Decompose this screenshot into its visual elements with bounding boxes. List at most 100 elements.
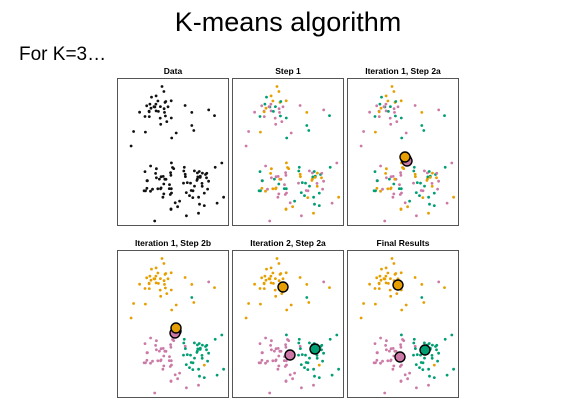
- scatter-iter2-step2a: [244, 257, 340, 395]
- data-point: [420, 111, 424, 114]
- data-point: [297, 165, 301, 169]
- data-point: [262, 115, 266, 118]
- data-point: [202, 204, 206, 207]
- data-point: [399, 187, 403, 191]
- slide-subtitle: For K=3…: [19, 44, 107, 65]
- data-point: [389, 186, 393, 190]
- data-point: [293, 371, 296, 375]
- data-point: [303, 366, 306, 369]
- data-point: [173, 373, 177, 377]
- data-point: [289, 131, 293, 135]
- panel-title-iter2-step2a: Iteration 2, Step 2a: [250, 238, 326, 248]
- data-point: [189, 353, 192, 357]
- data-point: [145, 104, 149, 108]
- data-point: [197, 170, 201, 173]
- data-point: [307, 129, 311, 132]
- data-point: [198, 202, 201, 206]
- data-point: [384, 172, 387, 175]
- data-point: [384, 281, 388, 285]
- data-point: [220, 161, 224, 165]
- data-point: [195, 351, 199, 354]
- data-point: [157, 110, 160, 113]
- data-point: [385, 176, 388, 180]
- data-point: [276, 175, 280, 178]
- data-point: [258, 287, 262, 290]
- data-point: [270, 167, 273, 171]
- data-point: [415, 386, 418, 390]
- data-point: [200, 356, 204, 360]
- data-point: [317, 204, 321, 207]
- data-point: [320, 176, 323, 180]
- data-point: [384, 274, 388, 278]
- data-point: [277, 182, 281, 186]
- data-point: [315, 354, 319, 357]
- data-point: [267, 105, 271, 109]
- data-point: [383, 391, 387, 395]
- data-point: [162, 182, 166, 186]
- data-point: [215, 201, 219, 205]
- data-point: [382, 105, 386, 109]
- data-point: [299, 347, 302, 350]
- panel-iter1-step2a: [347, 78, 459, 226]
- data-point: [159, 175, 163, 179]
- data-point: [264, 189, 267, 193]
- data-point: [166, 105, 170, 109]
- data-point: [257, 361, 261, 365]
- data-point: [285, 136, 289, 140]
- data-point: [150, 267, 153, 271]
- data-point: [412, 181, 415, 185]
- data-point: [303, 194, 306, 197]
- data-point: [276, 347, 280, 350]
- data-point: [308, 184, 311, 188]
- data-point: [300, 353, 304, 356]
- data-point: [393, 111, 396, 114]
- data-point: [258, 342, 262, 345]
- data-point: [412, 169, 416, 173]
- centroid-marker: [394, 351, 406, 363]
- data-point: [285, 161, 288, 165]
- data-point: [413, 104, 417, 107]
- data-point: [445, 201, 449, 205]
- data-point: [284, 380, 288, 383]
- data-point: [158, 288, 162, 292]
- data-point: [379, 361, 382, 365]
- data-point: [168, 183, 171, 186]
- data-point: [398, 365, 402, 368]
- data-point: [145, 358, 149, 362]
- data-point: [310, 179, 314, 182]
- data-point: [169, 208, 173, 211]
- data-point: [445, 373, 449, 377]
- data-point: [222, 195, 225, 199]
- data-point: [368, 110, 371, 114]
- data-point: [190, 283, 194, 286]
- data-point: [274, 186, 278, 190]
- data-point: [278, 349, 282, 353]
- data-point: [277, 107, 281, 111]
- data-point: [165, 120, 169, 123]
- data-point: [362, 130, 365, 133]
- data-point: [271, 187, 275, 191]
- data-point: [169, 99, 173, 103]
- data-point: [159, 294, 163, 298]
- data-point: [280, 120, 284, 123]
- data-point: [150, 95, 153, 99]
- data-point: [300, 386, 303, 390]
- data-point: [283, 193, 287, 196]
- data-point: [359, 316, 363, 320]
- data-point: [152, 105, 156, 109]
- data-point: [414, 191, 418, 194]
- data-point: [132, 130, 135, 133]
- data-point: [264, 164, 267, 168]
- data-point: [299, 175, 302, 178]
- data-point: [279, 272, 283, 275]
- data-point: [386, 187, 390, 191]
- data-point: [297, 181, 300, 185]
- data-point: [184, 191, 188, 194]
- data-point: [274, 122, 278, 126]
- data-point: [261, 351, 264, 355]
- data-point: [260, 186, 264, 190]
- data-point: [158, 177, 161, 181]
- data-point: [372, 189, 376, 193]
- data-point: [430, 356, 434, 360]
- data-point: [427, 170, 431, 173]
